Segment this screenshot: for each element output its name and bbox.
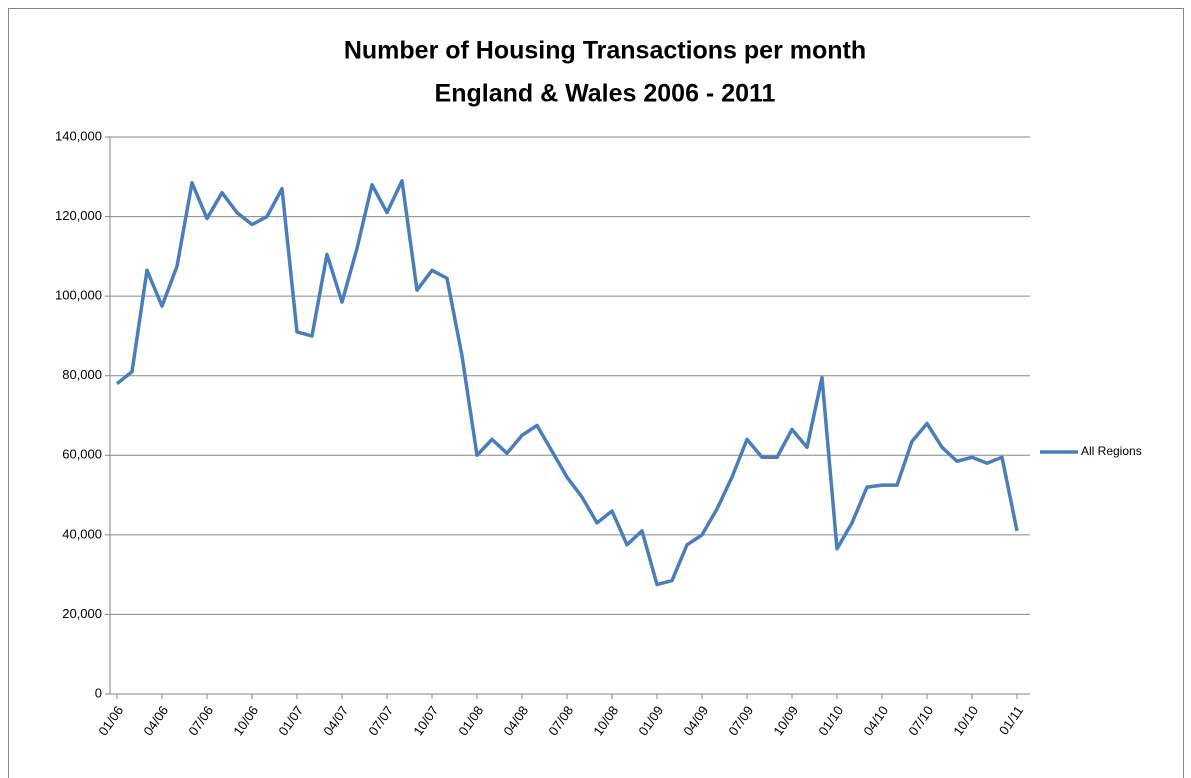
chart-subtitle: England & Wales 2006 - 2011 xyxy=(435,80,776,108)
y-tick-label: 0 xyxy=(95,685,102,700)
y-tick-label: 100,000 xyxy=(55,288,102,303)
y-tick-label: 120,000 xyxy=(55,208,102,223)
chart-frame xyxy=(8,8,1184,778)
y-tick-label: 80,000 xyxy=(62,367,102,382)
y-tick-label: 60,000 xyxy=(62,447,102,462)
y-tick-label: 40,000 xyxy=(62,526,102,541)
legend-label: All Regions xyxy=(1081,444,1142,458)
chart-title: Number of Housing Transactions per month xyxy=(344,37,866,65)
y-tick-label: 20,000 xyxy=(62,606,102,621)
data-line xyxy=(115,179,1019,587)
y-tick-label: 140,000 xyxy=(55,128,102,143)
